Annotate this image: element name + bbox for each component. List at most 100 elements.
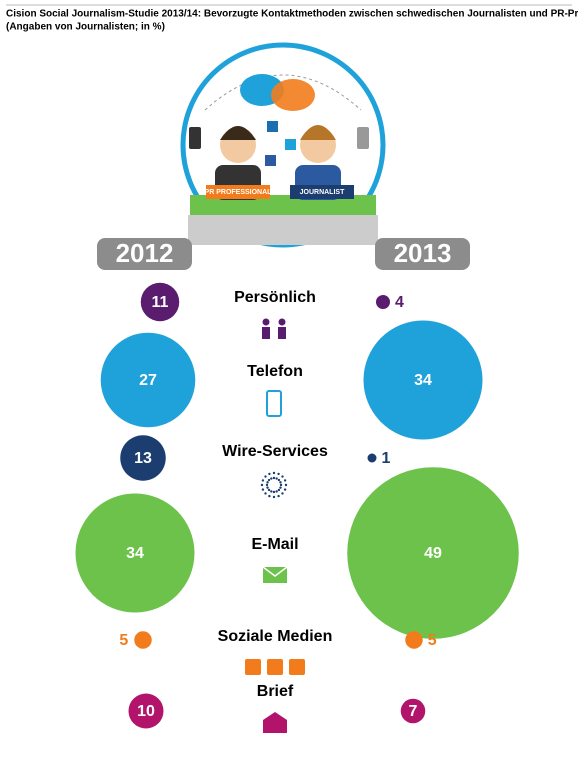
value-label: 34 [126,545,144,562]
category-label: Telefon [247,363,303,380]
year-badge [97,238,192,270]
icon-part [283,488,287,491]
icon [260,471,288,499]
value-label: 27 [139,372,157,389]
icon-part [270,490,273,493]
icon-part [266,390,282,417]
icon-part [268,472,271,476]
icon-part [245,659,261,675]
icon-part [278,327,286,339]
icon-part [264,475,267,478]
icon-part [267,659,283,675]
value-label: 13 [134,450,152,467]
chart-subtitle: (Angaben von Journalisten; in %) [6,22,165,33]
arc [204,74,362,111]
category-label: Soziale Medien [218,628,333,645]
icon-part [278,318,286,326]
bubble [363,320,483,440]
illustration: PR PROFESSIONAL JOURNALIST [180,42,386,248]
bubble [75,493,195,613]
icon-part [277,494,280,498]
icon-part [267,488,271,492]
year-badge [375,238,470,270]
bubble [347,467,519,639]
icon-part [265,483,269,487]
legend-label: 2012 [116,238,174,268]
icon-part [262,566,288,577]
bubble [400,698,426,724]
category-label: Persönlich [234,289,316,306]
icon-part [283,479,287,482]
icon-part [284,483,288,487]
twitter [285,139,296,150]
icon-part [272,495,276,499]
icon-part [268,494,271,498]
bubble [128,693,164,729]
value-label: 4 [395,294,404,311]
sign-label: JOURNALIST [300,189,345,196]
icon-part [267,478,271,482]
icon [266,390,282,417]
icon-part [263,712,287,733]
bubble [367,453,377,463]
sign [290,185,354,199]
value-label: 34 [414,372,432,389]
icon-part [272,471,276,475]
facebook [265,155,276,166]
icon-part [279,483,283,487]
icon-part [281,492,284,495]
icon-part [279,486,282,489]
bubble [120,435,166,481]
category-label: Brief [257,683,294,700]
icon-part [279,481,282,484]
sign [206,185,270,199]
speech-bubble [271,79,315,111]
value-label: 10 [137,703,155,720]
icon-part [275,477,278,480]
hair [220,126,256,140]
icon-part [272,490,276,494]
bubble [134,631,152,649]
bubble [140,282,180,322]
icon [262,318,286,339]
chart-title: Cision Social Journalism-Studie 2013/14:… [6,9,578,20]
icon-part [272,476,276,480]
value-label: 1 [382,450,391,467]
bubble [376,295,390,309]
icon-part [261,488,265,491]
icon-part [289,659,305,675]
value-label: 5 [119,632,128,649]
icon [263,712,287,733]
icon [245,659,305,675]
value-label: 5 [428,632,437,649]
icon-part [261,479,265,482]
icon-part [260,483,264,487]
icon [262,566,288,583]
linkedin [267,121,278,132]
icon-part [277,472,280,476]
bubble [405,631,423,649]
table [188,215,378,245]
icon-part [270,477,273,480]
bubble [100,332,196,428]
icon-part [266,481,269,484]
category-label: Wire-Services [222,443,328,460]
value-label: 7 [409,703,418,720]
icon-part [266,486,269,489]
sign-label: PR PROFESSIONAL [205,189,273,196]
legend-label: 2013 [394,238,452,268]
phone [189,127,201,149]
category-label: E-Mail [251,536,298,553]
icon-part [262,327,270,339]
hair [300,125,336,140]
icon-part [262,318,270,326]
icon-part [264,492,267,495]
value-label: 49 [424,545,442,562]
value-label: 11 [152,294,169,311]
icon-part [275,490,278,493]
icon-part [277,488,281,492]
phone [357,127,369,149]
icon-part [277,478,281,482]
icon-part [281,475,284,478]
